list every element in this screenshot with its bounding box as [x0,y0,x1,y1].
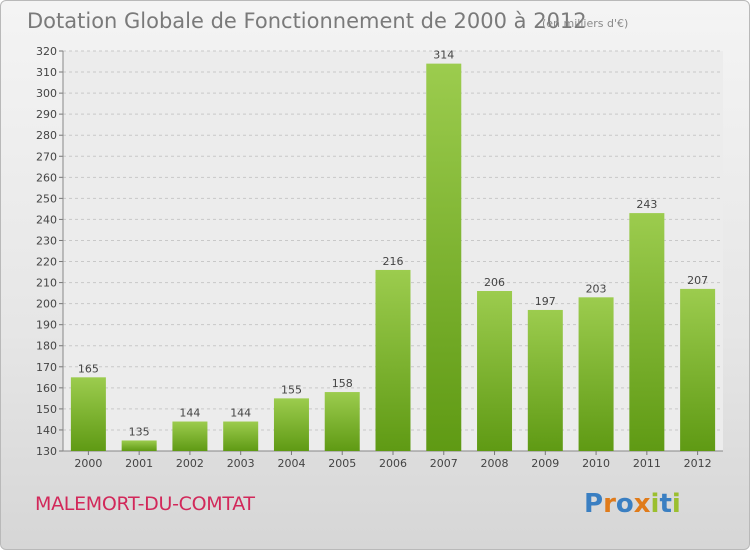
data-label-2010: 203 [586,282,607,295]
bar-2009 [527,309,563,451]
bar-2011 [629,213,665,451]
y-tick-label: 170 [36,361,57,374]
x-tick-label-2012: 2012 [684,457,712,470]
proxiti-logo: Proxiti [584,489,681,519]
place-name: MALEMORT-DU-COMTAT [35,493,255,515]
data-label-2007: 314 [433,49,454,62]
data-label-2004: 155 [281,383,302,396]
y-tick-label: 300 [36,87,57,100]
x-tick-label-2007: 2007 [430,457,458,470]
data-label-2012: 207 [687,274,708,287]
bar-2006 [375,269,411,451]
logo-letter: i [650,489,660,519]
data-label-2008: 206 [484,276,505,289]
bar-2012 [680,288,716,451]
y-tick-label: 260 [36,171,57,184]
y-tick-label: 230 [36,234,57,247]
y-tick-label: 220 [36,256,57,269]
x-tick-label-2009: 2009 [531,457,559,470]
chart-subtitle: (en milliers d'€) [542,17,629,30]
y-tick-label: 140 [36,424,57,437]
data-label-2005: 158 [332,377,353,390]
y-tick-label: 210 [36,277,57,290]
bar-2010 [578,297,614,451]
x-tick-label-2005: 2005 [328,457,356,470]
logo-letter: P [584,489,604,519]
bar-2003 [223,421,259,451]
y-tick-label: 200 [36,298,57,311]
x-tick-label-2008: 2008 [481,457,509,470]
bar-2004 [273,398,309,451]
x-tick-label-2003: 2003 [227,457,255,470]
data-label-2003: 144 [230,407,251,420]
logo-letter: i [671,489,681,519]
y-tick-label: 280 [36,129,57,142]
data-label-2001: 135 [129,425,150,438]
bar-2005 [324,392,360,451]
bar-2000 [70,377,106,451]
y-tick-label: 160 [36,382,57,395]
x-tick-label-2011: 2011 [633,457,661,470]
x-tick-label-2002: 2002 [176,457,204,470]
label-layer: 130 140 150 160 170 180 190 200 210 220 230 240 250 2… [36,45,712,470]
x-tick-label-2006: 2006 [379,457,407,470]
bar-layer [70,63,716,451]
x-tick-label-2000: 2000 [74,457,102,470]
data-label-2000: 165 [78,362,99,375]
logo-letter: r [603,489,616,519]
x-tick-label-2010: 2010 [582,457,610,470]
y-tick-label: 240 [36,213,57,226]
y-tick-label: 250 [36,192,57,205]
logo-letter: o [615,489,634,519]
y-tick-label: 320 [36,45,57,58]
data-label-2006: 216 [383,255,404,268]
y-tick-label: 310 [36,66,57,79]
y-tick-label: 150 [36,403,57,416]
y-tick-label: 270 [36,150,57,163]
data-label-2009: 197 [535,295,556,308]
y-tick-label: 190 [36,319,57,332]
logo-letter: x [633,489,651,519]
y-tick-label: 130 [36,445,57,458]
data-label-2002: 144 [179,407,200,420]
y-tick-label: 180 [36,340,57,353]
bar-2008 [477,291,513,451]
x-tick-label-2004: 2004 [277,457,305,470]
x-tick-label-2001: 2001 [125,457,153,470]
bar-2007 [426,63,462,451]
chart-title: Dotation Globale de Fonctionnement de 20… [27,9,587,33]
logo-letter: t [659,489,672,519]
bar-2002 [172,421,208,451]
data-label-2011: 243 [636,198,657,211]
y-tick-label: 290 [36,108,57,121]
bar-2001 [121,440,157,451]
